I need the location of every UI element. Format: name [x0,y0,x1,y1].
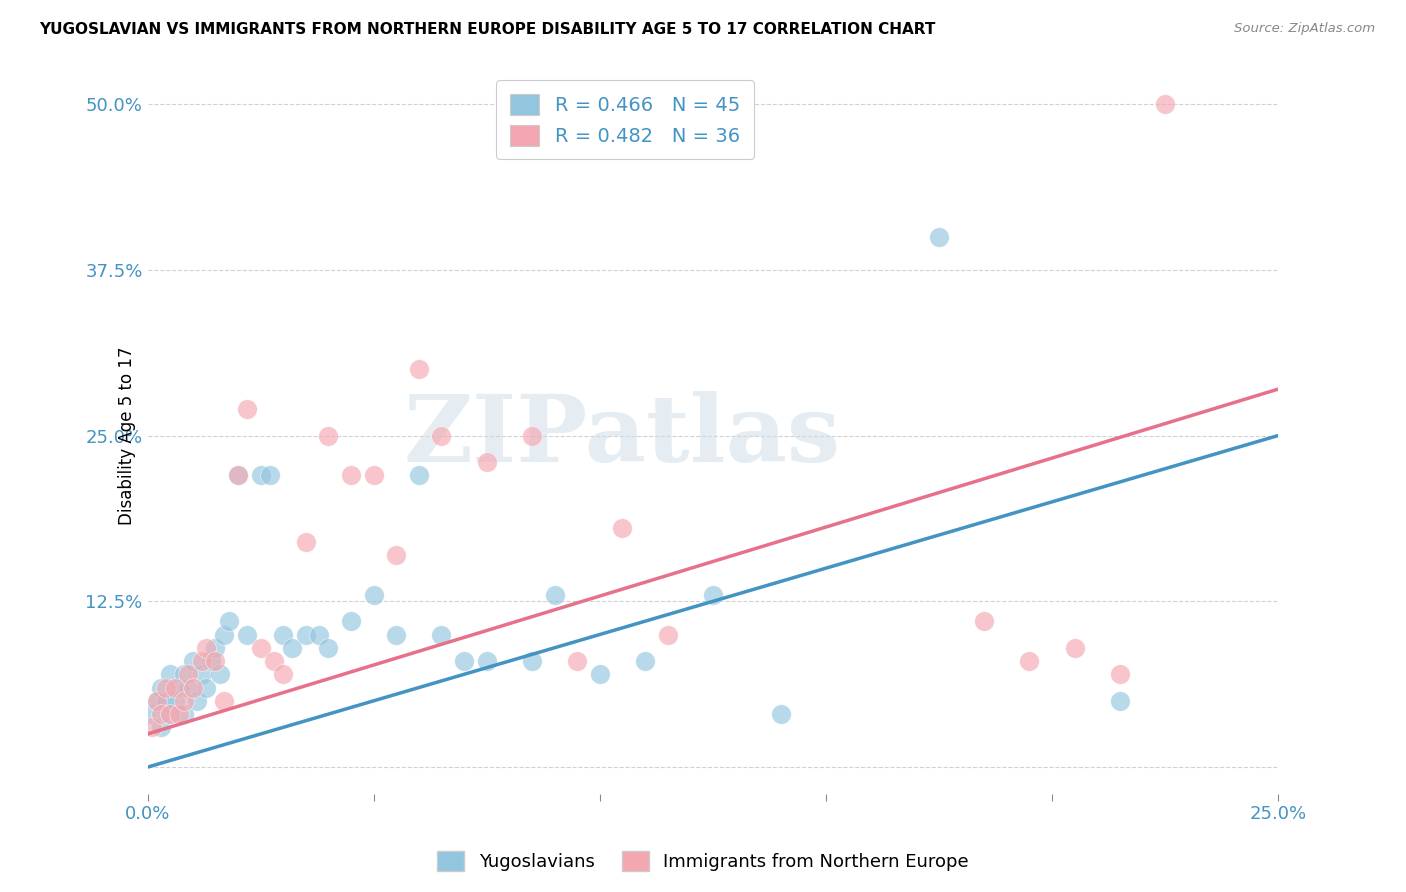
Point [657,627,679,641]
Point [145,694,167,708]
Point [1018,654,1040,668]
Point [150,720,173,734]
Point [295,534,318,549]
Point [236,627,259,641]
Point [340,468,363,483]
Point [141,707,163,722]
Point [340,614,363,628]
Point [385,627,408,641]
Point [408,362,430,376]
Y-axis label: Disability Age 5 to 17: Disability Age 5 to 17 [118,346,136,524]
Point [167,707,190,722]
Point [1154,97,1177,112]
Point [159,667,181,681]
Point [543,588,565,602]
Point [565,654,588,668]
Point [385,548,408,562]
Point [1108,694,1130,708]
Point [163,694,186,708]
Point [214,694,236,708]
Point [430,627,453,641]
Point [363,468,385,483]
Point [259,468,281,483]
Point [155,694,177,708]
Point [195,640,218,655]
Point [1108,667,1130,681]
Point [249,468,271,483]
Point [973,614,995,628]
Point [295,627,318,641]
Point [150,681,173,695]
Point [200,654,222,668]
Point [363,588,385,602]
Point [208,667,231,681]
Point [318,640,340,655]
Point [271,627,294,641]
Point [520,428,543,442]
Point [150,707,173,722]
Point [181,654,204,668]
Point [191,654,214,668]
Point [308,627,330,641]
Text: ZIPatlas: ZIPatlas [404,391,841,481]
Point [475,455,498,469]
Point [408,468,430,483]
Point [1063,640,1085,655]
Point [249,640,271,655]
Point [769,707,792,722]
Point [181,681,204,695]
Point [145,694,167,708]
Point [177,681,200,695]
Point [204,654,226,668]
Point [634,654,657,668]
Point [430,428,453,442]
Point [173,707,195,722]
Point [159,707,181,722]
Legend: Yugoslavians, Immigrants from Northern Europe: Yugoslavians, Immigrants from Northern E… [430,844,976,879]
Text: YUGOSLAVIAN VS IMMIGRANTS FROM NORTHERN EUROPE DISABILITY AGE 5 TO 17 CORRELATIO: YUGOSLAVIAN VS IMMIGRANTS FROM NORTHERN … [39,22,936,37]
Point [702,588,724,602]
Point [271,667,294,681]
Point [928,229,950,244]
Point [236,402,259,417]
Legend: R = 0.466   N = 45, R = 0.482   N = 36: R = 0.466 N = 45, R = 0.482 N = 36 [496,80,754,160]
Point [159,707,181,722]
Point [218,614,240,628]
Point [173,667,195,681]
Point [475,654,498,668]
Point [186,694,208,708]
Point [163,681,186,695]
Point [589,667,612,681]
Point [226,468,249,483]
Point [204,640,226,655]
Point [141,720,163,734]
Point [453,654,475,668]
Point [520,654,543,668]
Point [281,640,304,655]
Point [191,667,214,681]
Point [612,521,634,535]
Point [214,627,236,641]
Point [155,681,177,695]
Point [263,654,285,668]
Point [173,694,195,708]
Text: Source: ZipAtlas.com: Source: ZipAtlas.com [1234,22,1375,36]
Point [318,428,340,442]
Point [226,468,249,483]
Point [177,667,200,681]
Point [167,681,190,695]
Point [195,681,218,695]
